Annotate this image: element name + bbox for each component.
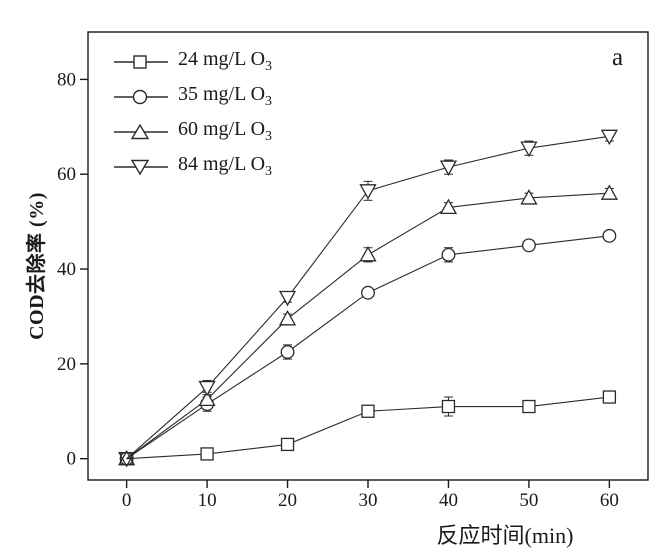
legend-label: 24 mg/L O3 — [178, 48, 273, 74]
series-0-marker-square — [522, 399, 536, 414]
series-2-line — [126, 192, 610, 460]
y-tick-label: 0 — [67, 449, 77, 470]
triangle-down-marker-icon — [114, 159, 168, 175]
x-tick-label: 30 — [359, 490, 378, 511]
series-1-marker-circle — [361, 285, 375, 300]
x-tick-label: 60 — [600, 490, 619, 511]
series-1-marker-circle — [521, 238, 536, 253]
panel-label: a — [612, 44, 624, 71]
x-tick-label: 40 — [439, 490, 458, 511]
y-tick-label: 60 — [57, 164, 76, 185]
y-axis-title: COD去除率 (%) — [26, 192, 48, 340]
series-1-line — [126, 235, 610, 460]
series-3-marker-triangle-down — [278, 290, 297, 307]
series-2-marker-triangle-up — [439, 198, 458, 215]
series-3-marker-triangle-down — [118, 452, 136, 468]
series-3-marker-triangle-down — [198, 380, 216, 397]
series-3-marker-triangle-down — [359, 184, 377, 200]
y-tick-label: 20 — [57, 354, 76, 375]
series-0-marker-square — [200, 447, 214, 461]
legend-label: 35 mg/L O3 — [178, 83, 273, 109]
series-2-marker-triangle-up — [198, 390, 216, 407]
series-3-marker-triangle-down — [520, 141, 538, 157]
triangle-up-marker-icon — [114, 123, 168, 139]
x-axis-title: 反应时间(min) — [436, 523, 574, 548]
legend-item-84: 84 mg/L O3 — [114, 151, 272, 182]
y-tick-label: 40 — [57, 259, 76, 280]
circle-marker-icon — [114, 89, 168, 104]
series-1-marker-circle — [441, 247, 456, 262]
series-2-marker-triangle-up — [600, 184, 618, 200]
x-tick-label: 10 — [198, 490, 217, 511]
legend: 24 mg/L O3 35 mg/L O3 60 mg/L O3 84 mg/L… — [114, 46, 272, 186]
legend-item-35: 35 mg/L O3 — [114, 81, 272, 112]
x-tick-label: 50 — [519, 490, 538, 511]
series-0-marker-square — [602, 390, 617, 404]
series-1-marker-circle — [602, 228, 617, 243]
series-2-marker-triangle-up — [520, 189, 538, 205]
legend-item-60: 60 mg/L O3 — [114, 116, 272, 147]
square-marker-icon — [114, 54, 168, 69]
y-tick-label: 80 — [57, 69, 76, 90]
series-3-marker-triangle-down — [600, 129, 618, 146]
series-3-marker-triangle-down — [439, 160, 458, 176]
series-0-marker-square — [280, 437, 295, 452]
series-0-marker-square — [361, 404, 375, 418]
series-2-marker-triangle-up — [278, 309, 297, 326]
x-tick-label: 0 — [122, 490, 132, 511]
legend-label: 84 mg/L O3 — [178, 153, 273, 179]
series-0-marker-square — [441, 399, 456, 414]
series-2-marker-triangle-up — [359, 245, 377, 262]
series-2-marker-triangle-up — [118, 449, 136, 466]
legend-item-24: 24 mg/L O3 — [114, 46, 272, 77]
series-1-marker-circle — [280, 345, 295, 359]
x-tick-label: 20 — [278, 490, 297, 511]
legend-label: 60 mg/L O3 — [178, 118, 273, 144]
